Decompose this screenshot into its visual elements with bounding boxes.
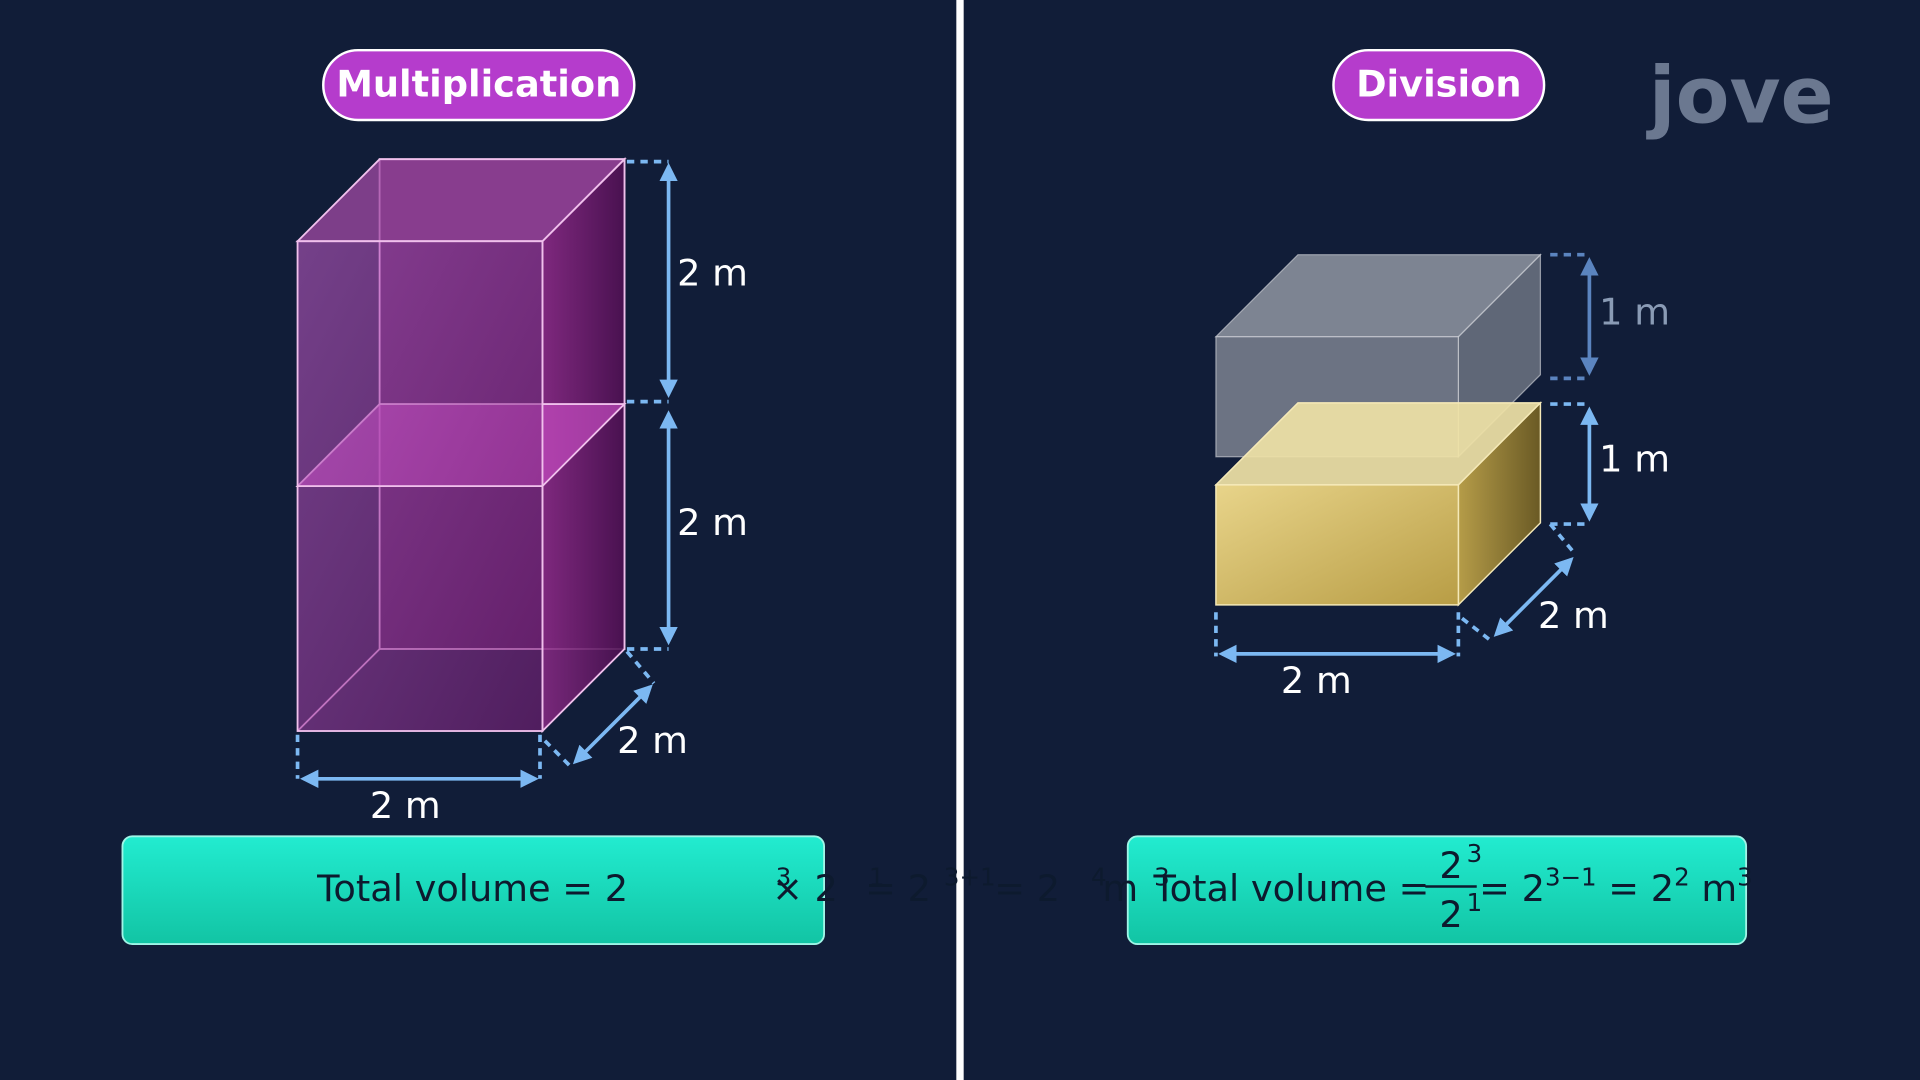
front-face [1215,484,1460,606]
dimension-label: 2 m [677,501,748,544]
formula-part: Total volume = 2 [316,867,628,910]
formula-part: 2 [1439,893,1462,936]
dimensions [295,159,678,788]
dimension-label: 1 m [1599,437,1670,480]
gold-box [1214,401,1543,607]
dimension-label: 2 m [617,719,688,762]
formula-part: = 2 [1479,867,1545,910]
formula-part: = 2 [1597,867,1674,910]
pill-title: Division [1356,63,1521,106]
superscript: 2 [1674,862,1690,891]
superscript: 4 [1091,862,1107,891]
superscript: 3 [1154,862,1170,891]
logo: jove [1646,50,1834,141]
dimensions [1214,252,1599,664]
pill [1332,48,1546,122]
dimension-label: 2 m [370,784,441,827]
superscript: 3−1 [1545,862,1597,891]
formula-part: × 2 [760,867,837,910]
tall-box [295,156,627,734]
superscript: 3 [1467,839,1483,868]
divider [956,0,964,1080]
dimension-label: 1 m [1599,290,1670,333]
formula-part: 2 [1439,844,1462,887]
pill [322,48,636,122]
formula-part: = 2 [983,867,1060,910]
arrow [1493,556,1574,637]
dash-ticks [295,159,669,779]
dimension-label: 2 m [677,251,748,294]
dash-ticks [1214,402,1590,657]
dash-ticks [1550,252,1590,381]
superscript: 3 [776,862,792,891]
superscript: 1 [1467,888,1483,917]
formula-part: = 2 [853,867,930,910]
formula-box [1126,835,1748,946]
formula-part: m [1091,867,1138,910]
formula-part: m [1690,867,1737,910]
dimension-label: 2 m [1281,659,1352,702]
superscript: 3 [1737,862,1753,891]
formula-prefix: Total volume = [1152,867,1429,910]
formula-box [121,835,825,946]
dimension-label: 2 m [1538,594,1609,637]
arrow [572,684,653,765]
formula: = 23−1 = 22 m3 [1479,862,1753,910]
superscript: 3+1 [944,862,996,891]
pill-title: Multiplication [336,63,621,106]
superscript: 1 [869,862,885,891]
